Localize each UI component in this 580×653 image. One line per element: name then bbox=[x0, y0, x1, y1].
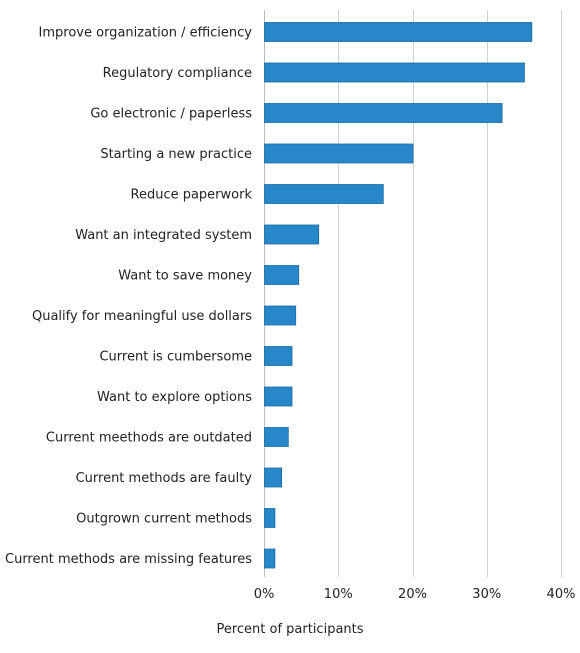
bar bbox=[264, 548, 276, 569]
bar bbox=[264, 305, 297, 326]
x-tick-label: 0% bbox=[254, 587, 275, 602]
bar bbox=[264, 346, 293, 366]
category-label: Qualify for meaningful use dollars bbox=[32, 309, 252, 324]
category-label: Regulatory compliance bbox=[103, 66, 252, 81]
category-labels: Improve organization / efficiency Regulat… bbox=[5, 26, 252, 568]
category-label: Go electronic / paperless bbox=[90, 107, 252, 122]
bar bbox=[264, 224, 320, 245]
bar bbox=[264, 508, 276, 528]
x-tick-label: 40% bbox=[547, 587, 576, 602]
bar bbox=[264, 386, 293, 407]
category-label: Improve organization / efficiency bbox=[39, 26, 253, 41]
bar bbox=[264, 427, 289, 447]
category-label: Current methods are missing features bbox=[5, 552, 252, 567]
category-label: Want to explore options bbox=[97, 390, 252, 405]
category-label: Starting a new practice bbox=[100, 147, 252, 162]
bar bbox=[264, 467, 283, 488]
bar bbox=[264, 184, 384, 204]
gridlines bbox=[264, 10, 562, 577]
x-tick-labels: 0% 10% 20% 30% 40% bbox=[254, 587, 576, 602]
category-label: Current methods are faulty bbox=[76, 471, 253, 486]
bar bbox=[264, 143, 414, 164]
bar bbox=[264, 265, 300, 285]
category-label: Want an integrated system bbox=[75, 228, 252, 243]
x-tick-label: 10% bbox=[324, 587, 353, 602]
category-label: Current is cumbersome bbox=[99, 350, 252, 365]
bar bbox=[264, 103, 503, 123]
category-label: Outgrown current methods bbox=[76, 512, 252, 527]
bar bbox=[264, 62, 525, 83]
bar bbox=[264, 22, 533, 42]
category-label: Reduce paperwork bbox=[131, 188, 253, 203]
x-axis-title: Percent of participants bbox=[216, 622, 363, 637]
bars bbox=[264, 22, 533, 569]
x-tick-label: 20% bbox=[398, 587, 427, 602]
category-label: Current meethods are outdated bbox=[46, 431, 252, 446]
x-tick-label: 30% bbox=[472, 587, 501, 602]
category-label: Want to save money bbox=[118, 269, 252, 284]
